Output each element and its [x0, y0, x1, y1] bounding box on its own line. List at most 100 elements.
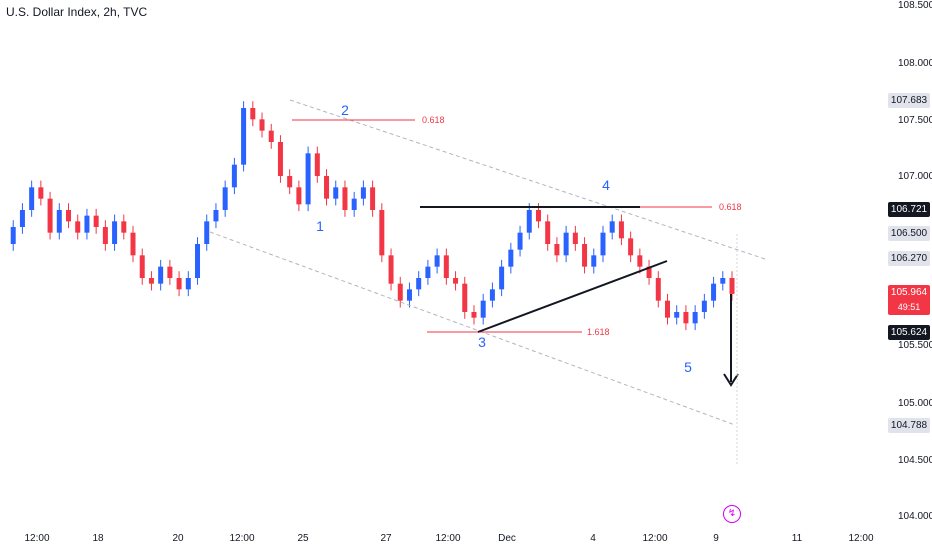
candle-body — [379, 210, 385, 256]
wave-label-4: 4 — [602, 177, 610, 193]
price-tag-105624: 105.624 — [888, 325, 930, 340]
candle-body — [351, 198, 357, 210]
time-label: 11 — [791, 533, 803, 544]
candle-body — [167, 266, 173, 278]
time-label: 25 — [297, 533, 309, 544]
candle-body — [296, 187, 302, 205]
candle-body — [720, 278, 726, 284]
candle-body — [591, 255, 597, 267]
candle-body — [471, 312, 477, 318]
candle-body — [453, 278, 459, 284]
price-tick: 105.500 — [898, 340, 932, 351]
candle-body — [618, 221, 624, 239]
candle-body — [637, 255, 643, 267]
price-tick: 105.000 — [898, 398, 932, 409]
candle-body — [526, 210, 532, 233]
candle-body — [664, 300, 670, 318]
time-label: 27 — [380, 533, 392, 544]
price-tick: 107.000 — [898, 171, 932, 182]
candle-body — [545, 221, 551, 244]
price-tick: 108.000 — [898, 58, 932, 69]
candle-body — [75, 221, 81, 233]
candle-body — [222, 187, 228, 210]
candle-body — [56, 210, 62, 233]
wave-label-5: 5 — [684, 359, 692, 375]
candle-body — [259, 119, 265, 131]
candle-body — [195, 244, 201, 278]
candle-body — [287, 176, 293, 188]
candle-body — [397, 283, 403, 301]
candle-body — [112, 221, 118, 244]
fib-label-3: 1.618 — [587, 327, 610, 337]
candle-body — [93, 215, 99, 227]
candle-body — [139, 255, 145, 278]
candle-body — [480, 300, 486, 318]
candle-body — [130, 232, 136, 256]
candle-body — [38, 187, 44, 199]
projection-arrow-head — [723, 373, 739, 387]
channel-upper-line[interactable] — [289, 99, 766, 260]
candle-body — [29, 187, 35, 210]
candle-body — [333, 187, 339, 199]
time-label: 18 — [92, 533, 104, 544]
price-chart[interactable] — [0, 0, 884, 550]
time-label: 12:00 — [24, 533, 50, 544]
candle-body — [305, 153, 311, 205]
price-axis[interactable]: 108.500 108.000 107.500 107.000 105.500 … — [884, 0, 932, 550]
candle-body — [655, 278, 661, 301]
candle-body — [416, 278, 422, 290]
candle-body — [517, 232, 523, 250]
price-tag-104788: 104.788 — [888, 418, 930, 433]
candle-body — [176, 278, 182, 290]
wave-label-3: 3 — [478, 334, 486, 350]
candle-body — [508, 249, 514, 267]
candle-body — [204, 221, 210, 244]
candle-body — [711, 283, 717, 301]
candle-body — [19, 210, 25, 227]
candle-body — [434, 255, 440, 267]
channel-lower-line[interactable] — [209, 231, 736, 426]
time-label: 4 — [590, 533, 596, 544]
price-tick: 108.500 — [898, 0, 932, 11]
candle-body — [692, 312, 698, 324]
candle-body — [121, 221, 127, 233]
candle-body — [158, 266, 164, 284]
candle-body — [535, 210, 541, 222]
candle-body — [701, 300, 707, 312]
candle-body — [277, 142, 283, 176]
candle-body — [609, 221, 615, 233]
candle-body — [10, 227, 16, 244]
current-price-tag: 105.964 49:51 — [888, 285, 930, 315]
candle-body — [388, 255, 394, 284]
candle-body — [406, 289, 412, 301]
candle-body — [554, 244, 560, 256]
candle-body — [342, 187, 348, 210]
candle-body — [646, 266, 652, 278]
flash-icon[interactable]: ↯ — [723, 505, 741, 523]
candle-body — [360, 187, 366, 199]
candle-body — [729, 278, 735, 294]
chart-title: U.S. Dollar Index, 2h, TVC — [6, 5, 148, 19]
candle-body — [241, 108, 247, 165]
time-label: 9 — [713, 533, 719, 544]
candle-body — [628, 238, 634, 256]
candle-body — [213, 210, 219, 222]
candle-body — [324, 176, 330, 199]
current-price: 105.964 — [890, 287, 928, 298]
price-tick: 107.500 — [898, 115, 932, 126]
candle-body — [268, 130, 274, 142]
candle-body — [66, 210, 72, 222]
time-label: 12:00 — [229, 533, 255, 544]
price-tick: 104.500 — [898, 455, 932, 466]
bar-countdown: 49:51 — [897, 302, 921, 312]
time-label: 20 — [172, 533, 184, 544]
time-label: 12:00 — [435, 533, 461, 544]
candle-body — [148, 278, 154, 284]
candle-body — [102, 227, 108, 244]
candle-body — [489, 289, 495, 301]
support-line[interactable] — [477, 260, 668, 333]
candle-body — [674, 312, 680, 318]
candle-body — [231, 164, 237, 188]
time-label: 12:00 — [642, 533, 668, 544]
